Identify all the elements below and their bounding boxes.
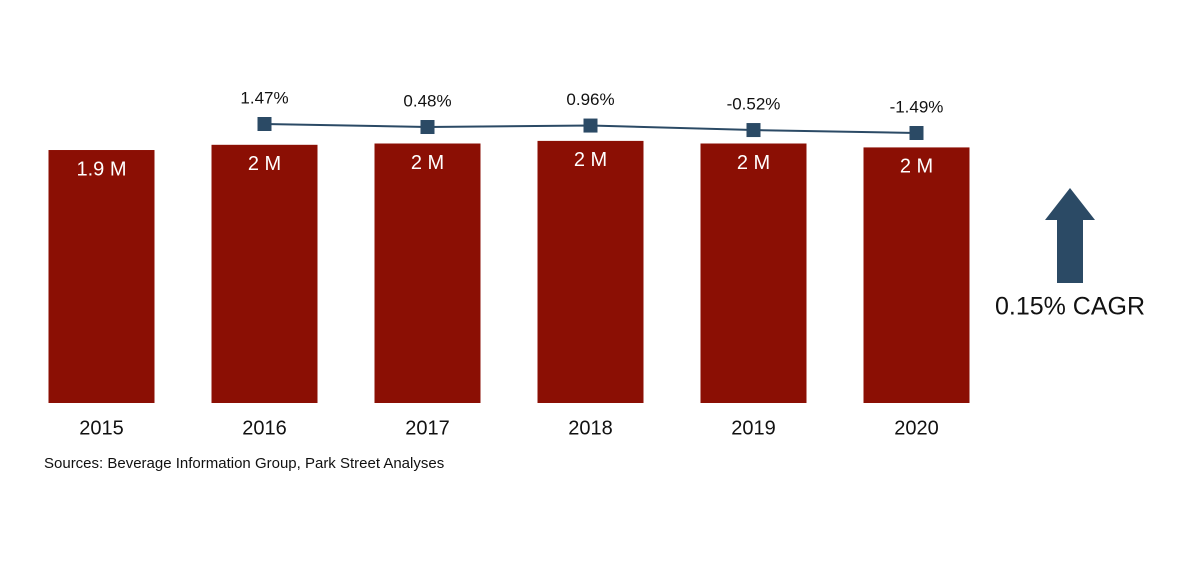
x-tick-label: 2015 <box>79 417 124 439</box>
line-value-label: -0.52% <box>727 95 781 114</box>
bar-value-label: 1.9 M <box>76 158 126 180</box>
x-tick-label: 2017 <box>405 417 450 439</box>
bar <box>700 143 807 403</box>
x-tick-label: 2019 <box>731 417 776 439</box>
cagr-annotation: 0.15% CAGR <box>995 293 1145 321</box>
bar <box>48 150 155 403</box>
x-tick-label: 2020 <box>894 417 939 439</box>
line-marker <box>583 118 598 133</box>
line-value-label: 1.47% <box>240 88 288 107</box>
source-note: Sources: Beverage Information Group, Par… <box>44 455 444 472</box>
line-marker <box>909 126 924 140</box>
x-tick-label: 2016 <box>242 417 287 439</box>
up-arrow <box>1045 188 1095 283</box>
bar-value-label: 2 M <box>737 152 770 174</box>
line-marker <box>257 117 272 131</box>
bar-value-label: 2 M <box>248 153 281 175</box>
bar-value-label: 2 M <box>900 156 933 178</box>
line-value-label: -1.49% <box>890 97 944 116</box>
line-marker <box>420 120 435 135</box>
bar <box>537 140 644 403</box>
line-value-label: 0.48% <box>403 91 451 110</box>
bar <box>211 144 318 404</box>
bar-value-label: 2 M <box>411 152 444 174</box>
bar <box>374 143 481 403</box>
x-tick-label: 2018 <box>568 417 613 439</box>
bar-value-label: 2 M <box>574 149 607 171</box>
bar <box>863 147 970 403</box>
line-marker <box>746 123 761 138</box>
line-value-label: 0.96% <box>566 90 614 109</box>
